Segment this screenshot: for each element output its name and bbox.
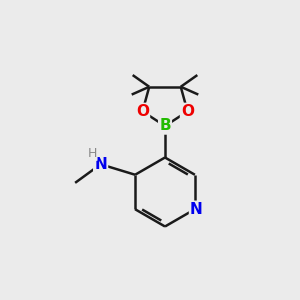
Text: H: H (88, 147, 97, 160)
Text: N: N (94, 157, 107, 172)
Text: O: O (181, 104, 194, 119)
Text: B: B (159, 118, 171, 134)
Text: O: O (136, 104, 149, 119)
Text: N: N (190, 202, 203, 217)
